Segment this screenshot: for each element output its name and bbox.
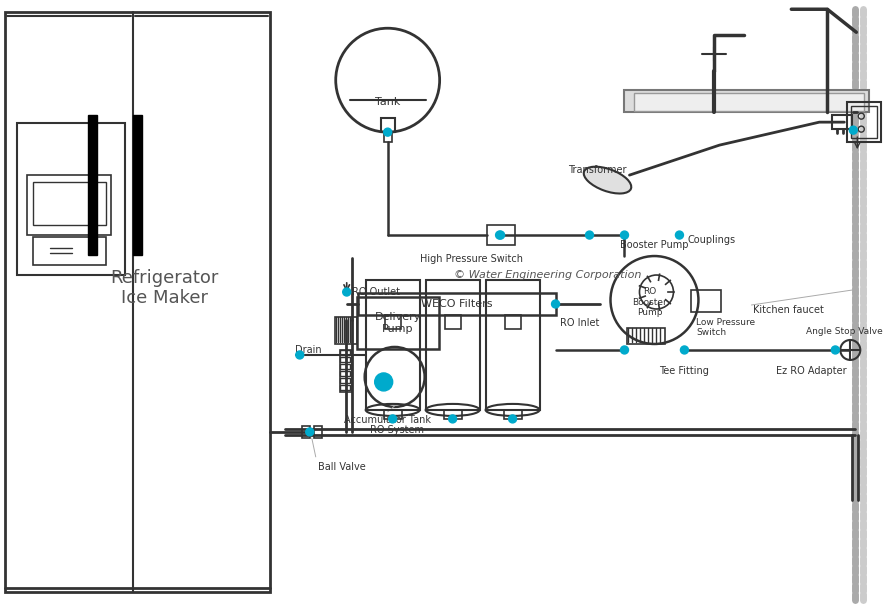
Bar (847, 102, 881, 142)
Text: Drain: Drain (295, 345, 322, 355)
Circle shape (831, 346, 839, 354)
Bar (133, 115, 142, 255)
Circle shape (495, 231, 503, 239)
Circle shape (681, 346, 689, 354)
Circle shape (849, 126, 857, 134)
Bar (384, 410, 402, 419)
Circle shape (343, 288, 351, 296)
Bar (88, 115, 97, 255)
Bar (339, 350, 352, 392)
Text: Ez RO Adapter: Ez RO Adapter (776, 366, 846, 376)
Ellipse shape (584, 167, 632, 193)
Bar (339, 357, 349, 362)
Bar (851, 106, 878, 138)
Bar (832, 115, 853, 129)
Text: © Water Engineering Corporation: © Water Engineering Corporation (454, 270, 642, 280)
Bar (445, 315, 461, 329)
Bar (5, 12, 270, 592)
Circle shape (620, 231, 628, 239)
Circle shape (675, 231, 683, 239)
Text: Kitchen faucet: Kitchen faucet (754, 305, 824, 315)
Bar (335, 317, 356, 344)
Text: RO
Booster
Pump: RO Booster Pump (632, 287, 666, 317)
Circle shape (620, 346, 628, 354)
Circle shape (296, 351, 304, 359)
Text: Tank: Tank (375, 97, 400, 107)
Circle shape (375, 373, 393, 391)
Bar (339, 378, 349, 383)
Circle shape (509, 415, 517, 423)
Bar (426, 280, 479, 410)
Circle shape (496, 231, 504, 239)
Text: Tee Fitting: Tee Fitting (659, 366, 709, 376)
Bar (339, 364, 349, 369)
Bar (486, 280, 540, 410)
Text: Couplings: Couplings (688, 235, 736, 245)
Text: Booster Pump: Booster Pump (620, 240, 689, 250)
Text: Delivery
Pump: Delivery Pump (374, 312, 421, 334)
Bar (357, 293, 556, 315)
Bar (356, 297, 438, 349)
Text: Transformer: Transformer (568, 165, 626, 175)
Text: RO Inlet: RO Inlet (560, 318, 599, 328)
Bar (33, 237, 106, 265)
Bar (27, 175, 110, 235)
Bar (691, 290, 722, 312)
Text: High Pressure Switch: High Pressure Switch (421, 254, 523, 264)
Circle shape (384, 128, 392, 136)
Text: Angle Stop Valve: Angle Stop Valve (806, 327, 883, 336)
Bar (33, 182, 106, 225)
Circle shape (585, 231, 593, 239)
Text: RO System: RO System (370, 425, 424, 435)
Bar (365, 280, 420, 410)
Bar (384, 132, 392, 142)
Bar (17, 123, 125, 275)
Bar (385, 315, 401, 329)
Circle shape (306, 428, 314, 436)
Bar (380, 118, 395, 132)
Bar (486, 225, 515, 245)
Text: Ball Valve: Ball Valve (318, 462, 365, 472)
Text: Refrigerator
Ice Maker: Refrigerator Ice Maker (110, 268, 219, 307)
Text: RO Outlet: RO Outlet (352, 287, 400, 297)
Bar (339, 385, 349, 390)
Bar (503, 410, 521, 419)
Bar (444, 410, 462, 419)
Bar (634, 93, 864, 111)
Bar (302, 426, 310, 438)
Bar (339, 350, 349, 355)
Circle shape (388, 415, 396, 423)
Circle shape (552, 300, 560, 308)
Bar (504, 315, 520, 329)
Bar (627, 328, 666, 344)
Bar (625, 90, 870, 112)
Text: Low Pressure
Switch: Low Pressure Switch (697, 318, 756, 337)
Text: Accumulator Tank: Accumulator Tank (344, 415, 431, 425)
Bar (314, 426, 322, 438)
Circle shape (449, 415, 456, 423)
Bar (339, 371, 349, 376)
Text: WECO Filters: WECO Filters (421, 299, 493, 309)
